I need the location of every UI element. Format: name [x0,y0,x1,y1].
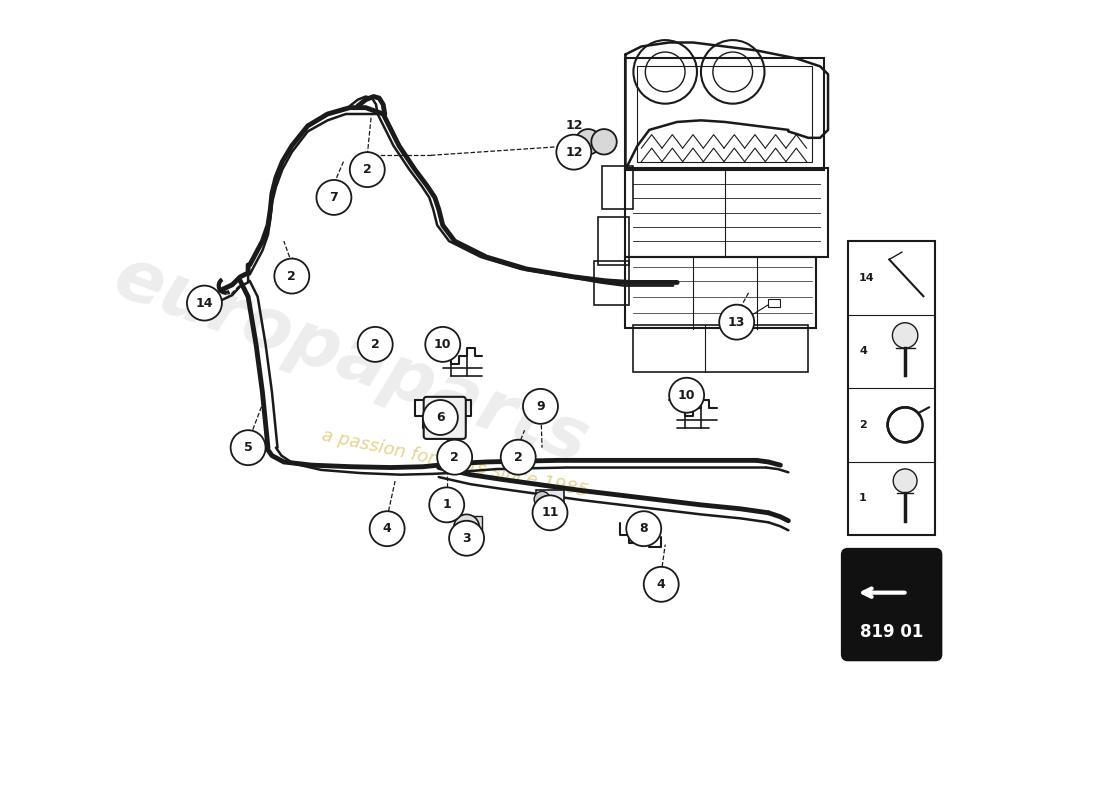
Bar [594,261,629,305]
Circle shape [532,495,568,530]
Text: 1: 1 [442,498,451,511]
Text: 9: 9 [536,400,544,413]
Bar [626,58,824,170]
Bar [602,166,634,210]
Bar [634,325,808,372]
Circle shape [535,491,550,507]
Circle shape [437,440,472,474]
Text: 5: 5 [244,441,253,454]
Text: 6: 6 [436,411,444,424]
Circle shape [893,469,917,493]
Text: 4: 4 [657,578,665,591]
Circle shape [719,305,755,340]
Bar [848,241,935,535]
Circle shape [187,286,222,321]
Text: 4: 4 [383,522,392,535]
Circle shape [231,430,265,465]
Text: 10: 10 [434,338,451,351]
Text: 3: 3 [462,532,471,545]
Circle shape [892,322,917,348]
Bar [626,257,816,329]
Bar [637,66,812,162]
Text: 10: 10 [678,389,695,402]
Text: 12: 12 [565,146,583,158]
Bar [597,218,629,265]
Circle shape [449,521,484,556]
Text: 2: 2 [287,270,296,282]
FancyBboxPatch shape [842,549,942,661]
Circle shape [370,511,405,546]
Text: 14: 14 [859,273,874,283]
Text: 2: 2 [363,163,372,176]
Circle shape [274,258,309,294]
Circle shape [422,400,458,435]
Text: 2: 2 [450,450,459,464]
Text: 2: 2 [514,450,522,464]
Text: 4: 4 [859,346,867,356]
Circle shape [500,440,536,474]
Circle shape [434,406,456,429]
Circle shape [626,511,661,546]
Circle shape [358,327,393,362]
Circle shape [426,327,460,362]
Circle shape [317,180,351,215]
Circle shape [888,407,923,442]
Text: 13: 13 [728,316,746,329]
Bar [769,299,780,307]
Text: 8: 8 [639,522,648,535]
Circle shape [454,514,480,540]
Text: 819 01: 819 01 [860,623,923,642]
Circle shape [557,134,592,170]
Text: 7: 7 [330,191,339,204]
Circle shape [522,389,558,424]
Bar [466,516,483,538]
Circle shape [669,378,704,413]
Text: 1: 1 [859,494,867,503]
Text: 2: 2 [371,338,380,351]
Text: a passion for parts since 1985: a passion for parts since 1985 [320,426,590,501]
Circle shape [575,129,601,154]
Text: 14: 14 [196,297,213,310]
Bar [626,168,828,257]
Text: 2: 2 [859,420,867,430]
Text: 12: 12 [565,119,583,133]
Circle shape [592,129,617,154]
Circle shape [429,487,464,522]
Text: europaparts: europaparts [104,242,598,478]
Circle shape [644,567,679,602]
Text: 11: 11 [541,506,559,519]
Bar [536,490,564,509]
FancyBboxPatch shape [424,397,465,439]
Circle shape [350,152,385,187]
